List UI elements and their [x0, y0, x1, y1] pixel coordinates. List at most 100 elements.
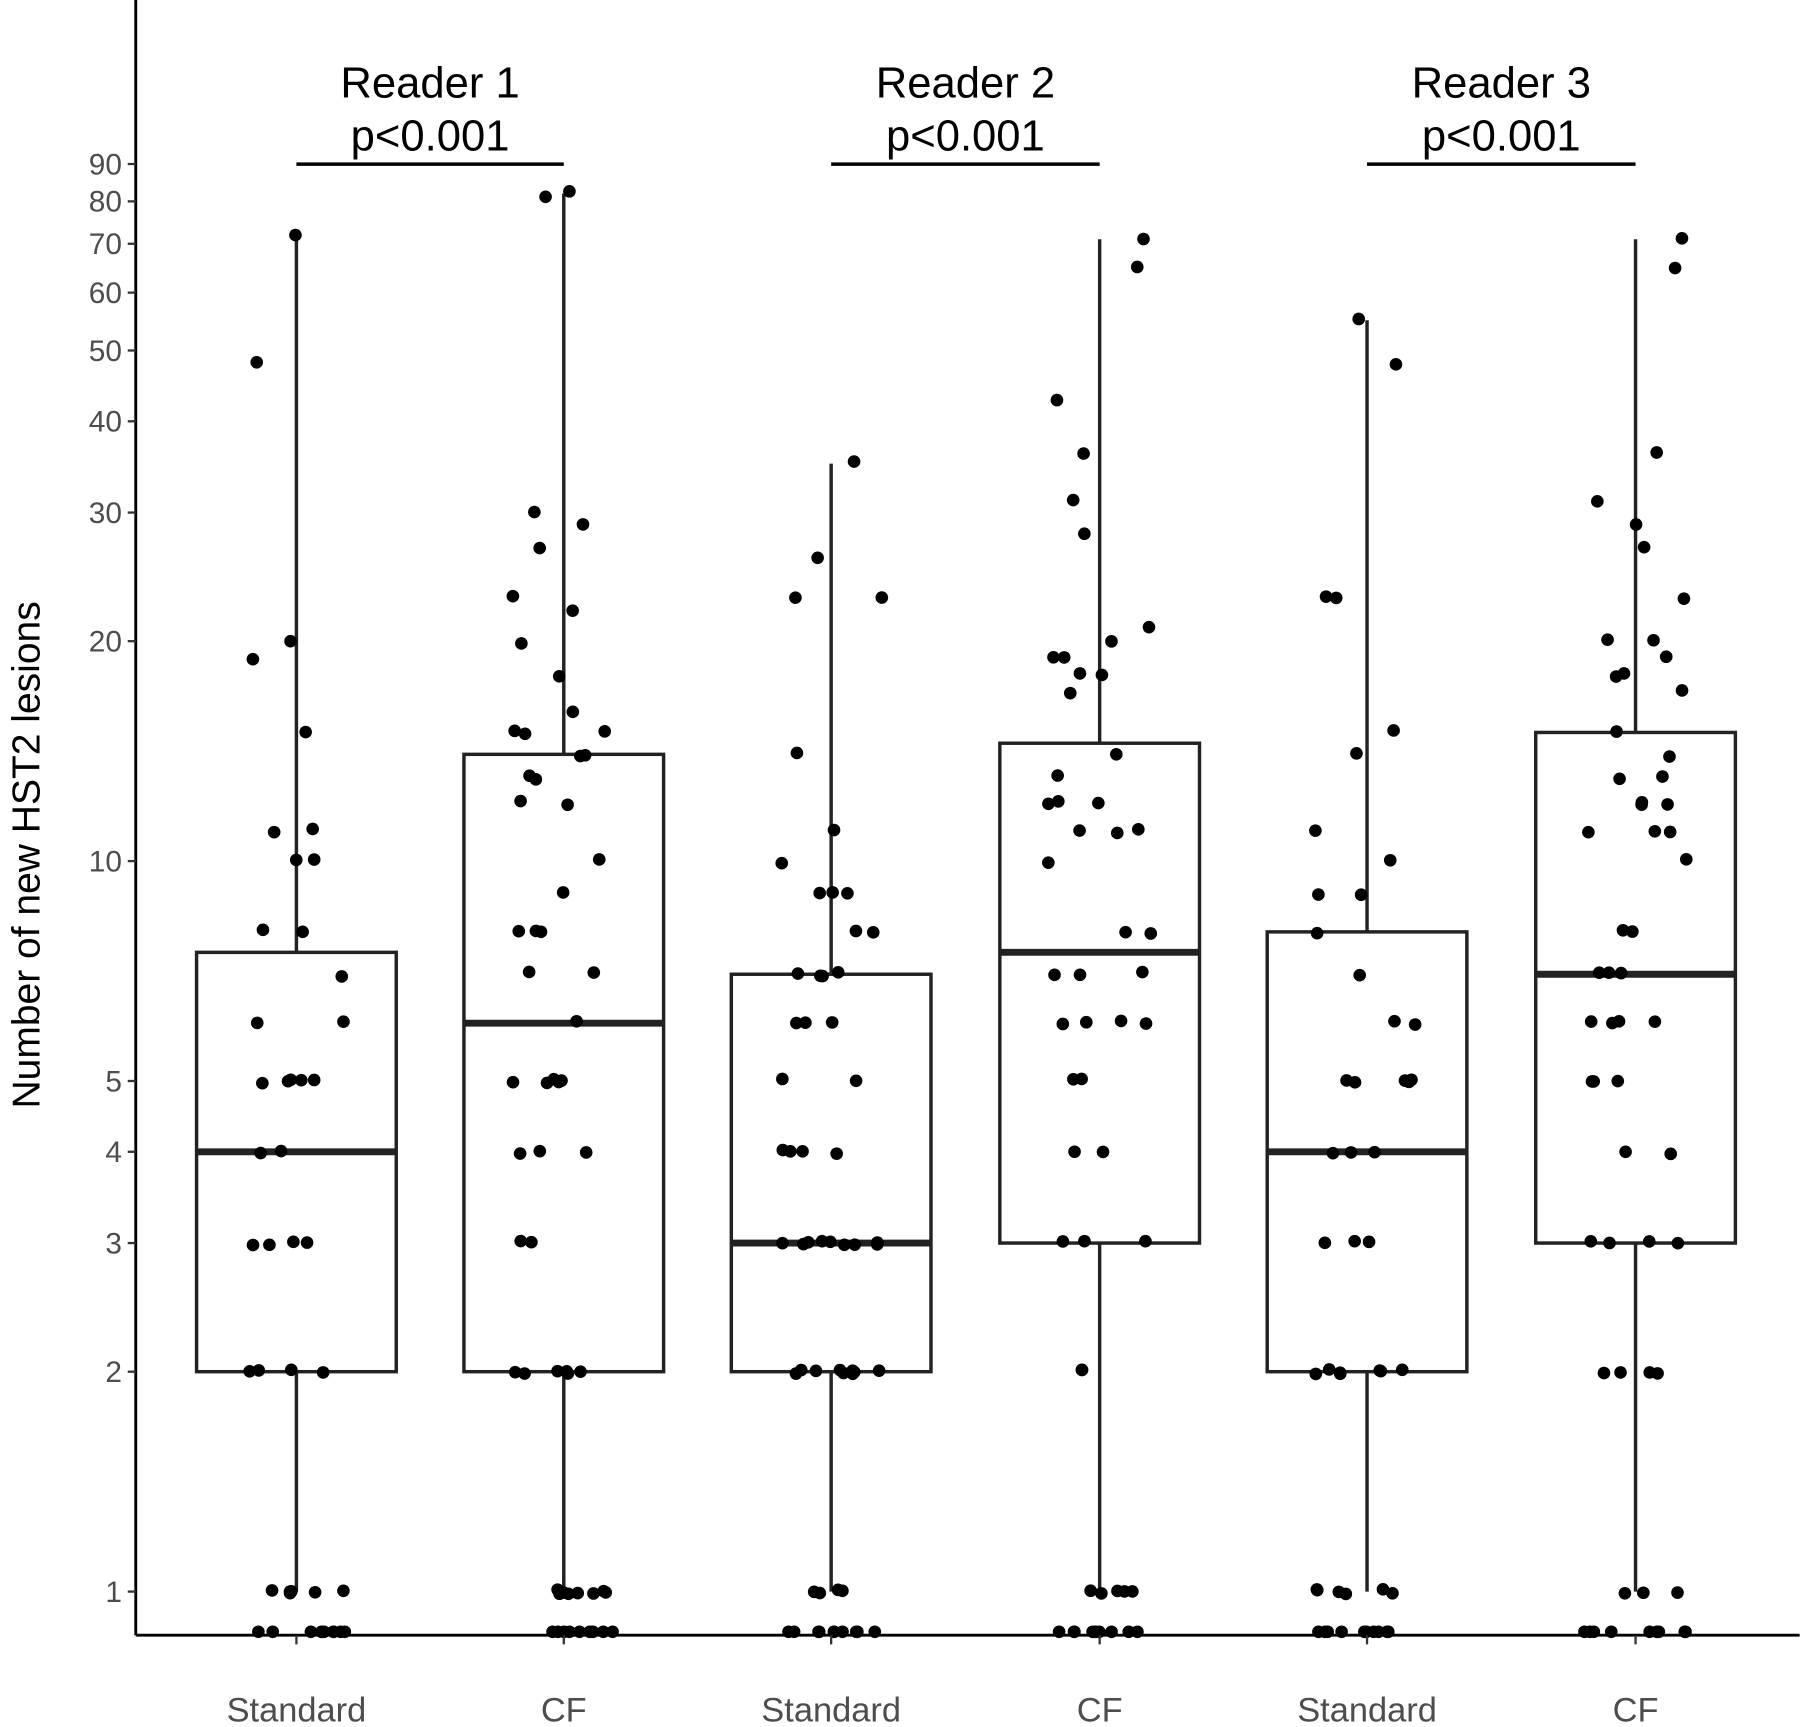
reader-title: Reader 3 [1412, 60, 1591, 108]
data-point [1635, 795, 1649, 809]
data-point [1668, 261, 1682, 275]
data-point [307, 1073, 321, 1087]
y-axis: 1 2 3 4 5 10 20 30 40 50 60 70 80 90 [89, 0, 138, 1636]
y-tick-label: 1 [105, 1576, 122, 1609]
data-point [284, 1363, 298, 1377]
data-point [1132, 823, 1145, 836]
data-point [866, 926, 880, 939]
data-point [1310, 1583, 1324, 1596]
box [1533, 730, 1738, 1245]
data-point [1119, 925, 1132, 939]
data-point [579, 1146, 593, 1159]
data-point [1063, 686, 1077, 700]
data-point [811, 551, 824, 565]
data-point [506, 589, 520, 603]
data-point [529, 924, 543, 938]
data-point [830, 1147, 843, 1160]
data-point [815, 1234, 829, 1248]
data-point [1618, 1587, 1632, 1600]
data-point [250, 355, 264, 369]
data-point [1352, 312, 1366, 326]
data-point [1609, 670, 1623, 683]
data-point [1663, 750, 1676, 763]
data-point [1078, 1234, 1091, 1248]
data-point [799, 1016, 812, 1030]
data-point [574, 749, 587, 763]
y-tick-label: 50 [89, 335, 122, 368]
data-point [1671, 1236, 1685, 1250]
data-point [566, 705, 580, 719]
data-point [267, 825, 281, 839]
data-point [1348, 1234, 1361, 1248]
data-point [1584, 1015, 1598, 1028]
data-point [518, 1367, 531, 1380]
data-point [1078, 527, 1091, 541]
data-point [1105, 635, 1118, 648]
data-point [1318, 1236, 1332, 1250]
data-point [296, 925, 309, 939]
data-point [539, 190, 552, 204]
data-point [1051, 769, 1064, 782]
data-point [1612, 1015, 1626, 1028]
data-point [1048, 968, 1061, 982]
data-point [789, 591, 802, 604]
data-point [256, 1076, 269, 1090]
x-tick-label: CF [541, 1691, 587, 1727]
data-point [1144, 927, 1158, 940]
data-point [533, 541, 546, 555]
data-point [1329, 591, 1343, 605]
data-point [306, 822, 319, 836]
data-point [256, 923, 270, 937]
data-point [335, 970, 349, 983]
data-point [571, 1586, 585, 1600]
data-point [316, 1366, 330, 1379]
data-point [1637, 540, 1651, 554]
data-point [597, 1584, 610, 1598]
data-point [1664, 1147, 1678, 1161]
box [462, 752, 666, 1374]
data-point [289, 853, 303, 867]
data-point [1651, 1367, 1664, 1380]
data-point [1629, 518, 1643, 531]
data-point [1348, 1076, 1362, 1089]
data-point [849, 1074, 863, 1088]
data-point [1601, 633, 1614, 647]
data-point [252, 1364, 266, 1377]
data-point [512, 924, 526, 938]
data-point [1602, 966, 1616, 980]
data-point [1095, 668, 1109, 682]
data-point [1050, 393, 1064, 407]
y-axis-label: Number of new HST2 lesions [5, 601, 48, 1108]
data-point [816, 969, 829, 983]
data-point [849, 924, 863, 938]
data-point [1139, 1017, 1153, 1030]
data-point [870, 1238, 884, 1251]
y-tick-label: 4 [105, 1136, 122, 1169]
data-point [1056, 1017, 1070, 1031]
data-point [1603, 1236, 1616, 1250]
data-point [848, 1238, 862, 1251]
y-tick-label: 80 [89, 186, 122, 219]
data-point [775, 856, 789, 870]
boxes [194, 193, 1738, 1592]
data-point [1322, 1363, 1336, 1376]
data-point [508, 724, 521, 738]
data-point [1374, 1364, 1388, 1378]
data-point [1659, 650, 1673, 664]
data-point [1344, 1146, 1358, 1159]
data-point [776, 1072, 789, 1086]
data-point [1613, 772, 1626, 786]
data-point [1616, 923, 1630, 937]
data-point [1118, 1585, 1131, 1598]
data-point [1671, 1586, 1684, 1599]
data-point [1136, 965, 1149, 979]
data-point [337, 1015, 350, 1029]
x-tick-label: Standard [761, 1691, 901, 1727]
data-point [1582, 825, 1595, 839]
data-point [551, 1364, 564, 1378]
data-point [1614, 1366, 1627, 1379]
data-point [1084, 1584, 1097, 1598]
data-point [284, 634, 297, 648]
box [998, 741, 1202, 1245]
data-point [791, 967, 805, 980]
